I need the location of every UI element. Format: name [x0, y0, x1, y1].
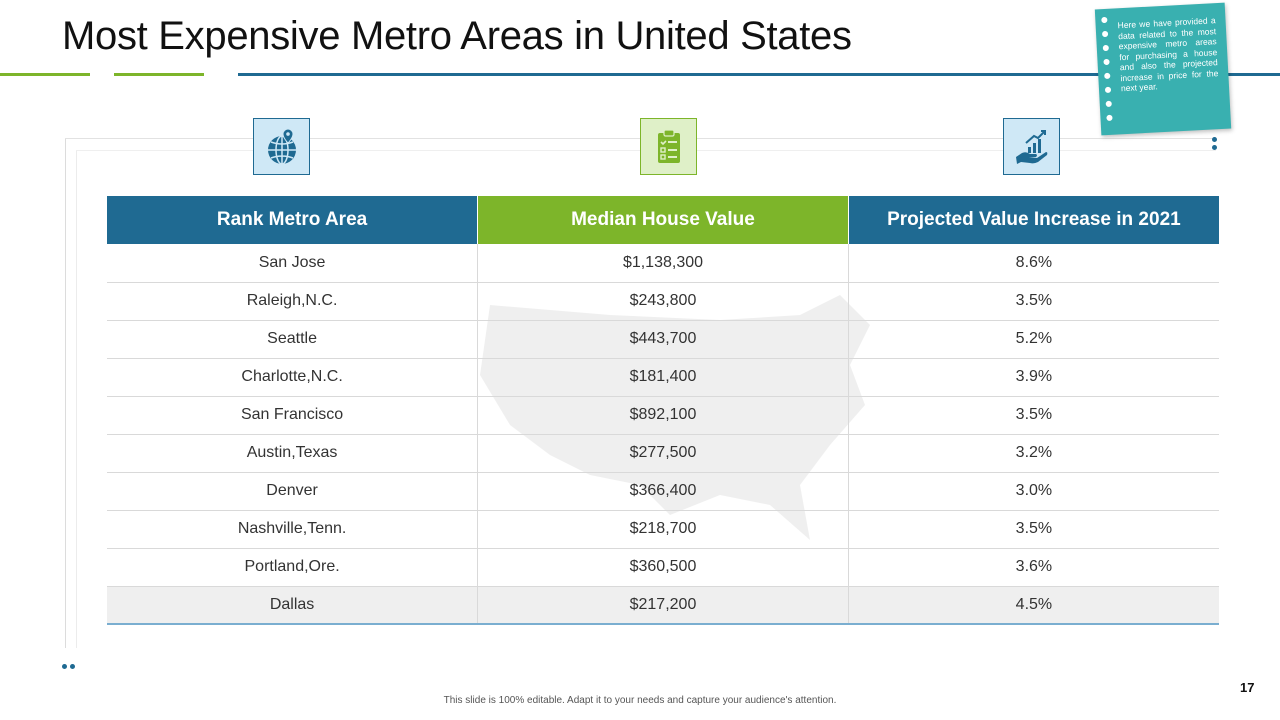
title-rule-green-2	[114, 73, 204, 76]
checklist-icon	[657, 128, 680, 163]
table-row: Raleigh,N.C. $243,800 3.5%	[107, 282, 1219, 321]
projected-increase-cell: 4.5%	[847, 586, 1219, 625]
median-value-cell: $1,138,300	[477, 244, 849, 283]
table-row: Seattle $443,700 5.2%	[107, 320, 1219, 359]
title-rule-blue	[238, 73, 1280, 76]
median-value-cell: $892,100	[477, 396, 849, 435]
metro-table: Rank Metro Area Median House Value Proje…	[107, 196, 1219, 625]
median-value-cell: $218,700	[477, 510, 849, 549]
growth-hand-icon-box	[1003, 118, 1060, 175]
globe-icon	[267, 127, 296, 165]
header-projected-increase: Projected Value Increase in 2021	[848, 196, 1219, 244]
table-row: San Jose $1,138,300 8.6%	[107, 244, 1219, 283]
metro-area-cell: Nashville,Tenn.	[107, 510, 478, 549]
median-value-cell: $366,400	[477, 472, 849, 511]
metro-area-cell: Dallas	[107, 586, 478, 625]
median-value-cell: $277,500	[477, 434, 849, 473]
projected-increase-cell: 5.2%	[847, 320, 1219, 359]
header-median-house-value: Median House Value	[477, 196, 849, 244]
checklist-icon-box	[640, 118, 697, 175]
frame-line	[76, 150, 77, 648]
header-rank-metro-area: Rank Metro Area	[107, 196, 478, 244]
metro-area-cell: San Francisco	[107, 396, 478, 435]
metro-area-cell: San Jose	[107, 244, 478, 283]
metro-area-cell: Seattle	[107, 320, 478, 359]
table-header-row: Rank Metro Area Median House Value Proje…	[107, 196, 1219, 244]
metro-area-cell: Charlotte,N.C.	[107, 358, 478, 397]
table-row: Denver $366,400 3.0%	[107, 472, 1219, 511]
note-holes	[1101, 16, 1113, 129]
median-value-cell: $360,500	[477, 548, 849, 587]
decorative-dots	[1212, 137, 1218, 153]
table-row: Austin,Texas $277,500 3.2%	[107, 434, 1219, 473]
median-value-cell: $217,200	[477, 586, 849, 625]
projected-increase-cell: 3.6%	[847, 548, 1219, 587]
growth-hand-icon	[1015, 129, 1047, 164]
metro-area-cell: Denver	[107, 472, 478, 511]
median-value-cell: $243,800	[477, 282, 849, 321]
median-value-cell: $443,700	[477, 320, 849, 359]
decorative-dots	[62, 656, 78, 674]
title-rule-green-1	[0, 73, 90, 76]
metro-area-cell: Raleigh,N.C.	[107, 282, 478, 321]
projected-increase-cell: 3.5%	[847, 510, 1219, 549]
page-number: 17	[1240, 680, 1255, 695]
table-row: Dallas $217,200 4.5%	[107, 586, 1219, 625]
slide-title: Most Expensive Metro Areas in United Sta…	[62, 14, 852, 58]
table-row: Nashville,Tenn. $218,700 3.5%	[107, 510, 1219, 549]
globe-icon-box	[253, 118, 310, 175]
table-row: San Francisco $892,100 3.5%	[107, 396, 1219, 435]
projected-increase-cell: 8.6%	[847, 244, 1219, 283]
table-row: Portland,Ore. $360,500 3.6%	[107, 548, 1219, 587]
projected-increase-cell: 3.9%	[847, 358, 1219, 397]
projected-increase-cell: 3.0%	[847, 472, 1219, 511]
projected-increase-cell: 3.2%	[847, 434, 1219, 473]
median-value-cell: $181,400	[477, 358, 849, 397]
projected-increase-cell: 3.5%	[847, 282, 1219, 321]
table-row: Charlotte,N.C. $181,400 3.9%	[107, 358, 1219, 397]
frame-line	[65, 138, 66, 648]
metro-area-cell: Portland,Ore.	[107, 548, 478, 587]
slide-footer: This slide is 100% editable. Adapt it to…	[443, 695, 837, 706]
projected-increase-cell: 3.5%	[847, 396, 1219, 435]
note-text: Here we have provided a data related to …	[1117, 15, 1219, 94]
metro-area-cell: Austin,Texas	[107, 434, 478, 473]
note-card: Here we have provided a data related to …	[1094, 2, 1232, 136]
